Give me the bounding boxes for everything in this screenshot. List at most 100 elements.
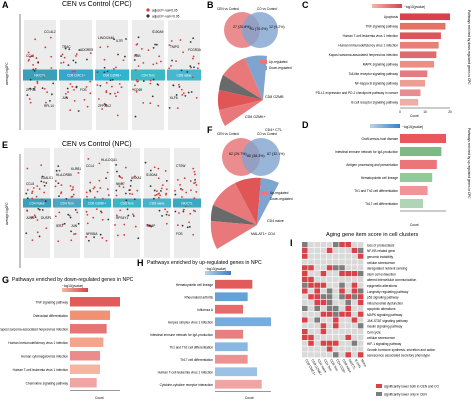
heatmap-cell	[302, 352, 308, 358]
gene-dot	[136, 43, 139, 45]
gene-dot	[142, 61, 145, 64]
heatmap-cell	[326, 288, 333, 294]
wedge-b-up-3	[219, 100, 263, 126]
gene-dot	[28, 98, 31, 100]
gene-dot	[77, 222, 80, 225]
panel-e: E CEN vs Control (NPC) average log2FC CD…	[0, 140, 205, 275]
gene-dot	[174, 189, 176, 192]
legend-f-up: Up-regulated	[270, 191, 289, 195]
heatmap-cell	[339, 259, 345, 265]
heatmap-cell	[351, 323, 358, 329]
heatmap-cell	[345, 259, 351, 265]
venn-f-right-title: CO vs Control	[257, 132, 277, 136]
gene-dot	[159, 189, 162, 192]
gene-dot	[31, 216, 34, 218]
enrichment-bar-h: −log10(pvalue) Hematopoietic cell lineag…	[150, 267, 271, 400]
gene-label-down: KLF6	[170, 96, 178, 100]
gene-dot	[41, 209, 44, 211]
gene-dot	[136, 189, 139, 192]
gene-dot	[32, 87, 35, 90]
gene-dot	[114, 224, 116, 226]
gene-dot	[36, 219, 39, 221]
heatmap-cell	[308, 253, 314, 259]
heatmap-cell	[351, 265, 358, 271]
gene-dot	[170, 64, 172, 67]
gene-dot	[49, 36, 52, 39]
gene-dot	[99, 187, 102, 189]
gene-dot	[182, 92, 185, 95]
gene-dot	[89, 92, 92, 95]
heatmap-cell	[339, 242, 345, 248]
panel-label-h: H	[137, 258, 144, 268]
heatmap-cell	[314, 276, 320, 282]
gene-dot	[34, 67, 37, 70]
heatmap-cell	[320, 271, 327, 277]
gene-dot	[44, 46, 47, 49]
gene-dot	[58, 211, 61, 214]
gene-dot	[72, 186, 74, 188]
heatmap-cell	[320, 317, 327, 323]
heatmap-row-label: HIF-1 signaling pathway	[367, 342, 402, 346]
gene-dot	[191, 76, 194, 79]
heatmap-row-label: insulin signaling pathway	[367, 325, 403, 329]
heatmap-cell	[326, 346, 333, 352]
cluster-band-a	[131, 69, 165, 81]
heatmap-col-label: CD8 naive	[341, 359, 352, 374]
gene-label-down: FOS	[176, 232, 183, 236]
venn-b-right: 12 (9.2%)	[269, 25, 285, 29]
pathway-bar-c	[400, 89, 421, 97]
gene-dot	[137, 237, 140, 240]
heatmap-cell	[351, 294, 358, 300]
heatmap-row-label: altered intercellular communication	[367, 278, 416, 282]
gene-label-up: CCL5	[26, 54, 34, 58]
volcano-plot-e: average log2FC CD4 Naive CD4 Tem CD8 GZMK+…	[5, 148, 201, 268]
heatmap-cell	[326, 253, 333, 259]
gene-dot	[31, 190, 34, 193]
gene-dot	[171, 59, 173, 62]
gene-dot	[97, 98, 100, 100]
gene-dot	[115, 66, 117, 69]
gene-dot	[103, 58, 106, 61]
gene-dot	[25, 232, 28, 235]
gene-dot	[55, 169, 58, 172]
gene-dot	[159, 194, 162, 197]
heatmap-cell	[326, 265, 333, 271]
heatmap-row-label: JAK-STAT signaling pathway	[367, 319, 408, 323]
heatmap-cell	[320, 276, 327, 282]
gene-dot	[36, 80, 39, 83]
gene-dot	[106, 45, 109, 48]
ylabel-e: average log2FC	[5, 202, 9, 225]
gene-dot	[85, 236, 88, 238]
gene-dot	[26, 210, 29, 212]
heatmap-cell	[339, 300, 345, 306]
heatmap-cell	[326, 352, 333, 358]
gene-dot	[124, 192, 127, 195]
panel-label-b: B	[207, 0, 214, 10]
gene-dot	[137, 65, 140, 68]
gene-dot	[42, 181, 45, 184]
wedge-b-up-2	[217, 90, 263, 110]
gene-dot	[77, 110, 80, 112]
heatmap-cell	[320, 334, 327, 340]
gene-dot	[197, 62, 200, 65]
gene-dot	[26, 197, 29, 200]
pathway-bar-d	[400, 198, 423, 209]
gene-dot	[125, 199, 128, 202]
gene-dot	[31, 239, 34, 242]
gene-dot	[109, 92, 112, 95]
gene-label-up: FCGR3A	[188, 48, 202, 52]
pathway-label-c: TNF signaling pathway	[366, 24, 399, 28]
pathway-bar-g	[70, 297, 120, 307]
gene-dot	[75, 85, 78, 88]
gene-dot	[180, 69, 183, 72]
gene-dot	[132, 213, 134, 216]
heatmap-cell	[320, 265, 327, 271]
gene-dot	[32, 68, 35, 71]
gene-dot	[104, 103, 107, 106]
gene-dot	[89, 181, 92, 184]
heatmap-cell	[326, 276, 333, 282]
pathway-label-h: Influenza A	[197, 308, 214, 312]
gene-dot	[86, 213, 89, 216]
gene-dot	[27, 51, 30, 54]
heatmap-cell	[357, 317, 364, 323]
